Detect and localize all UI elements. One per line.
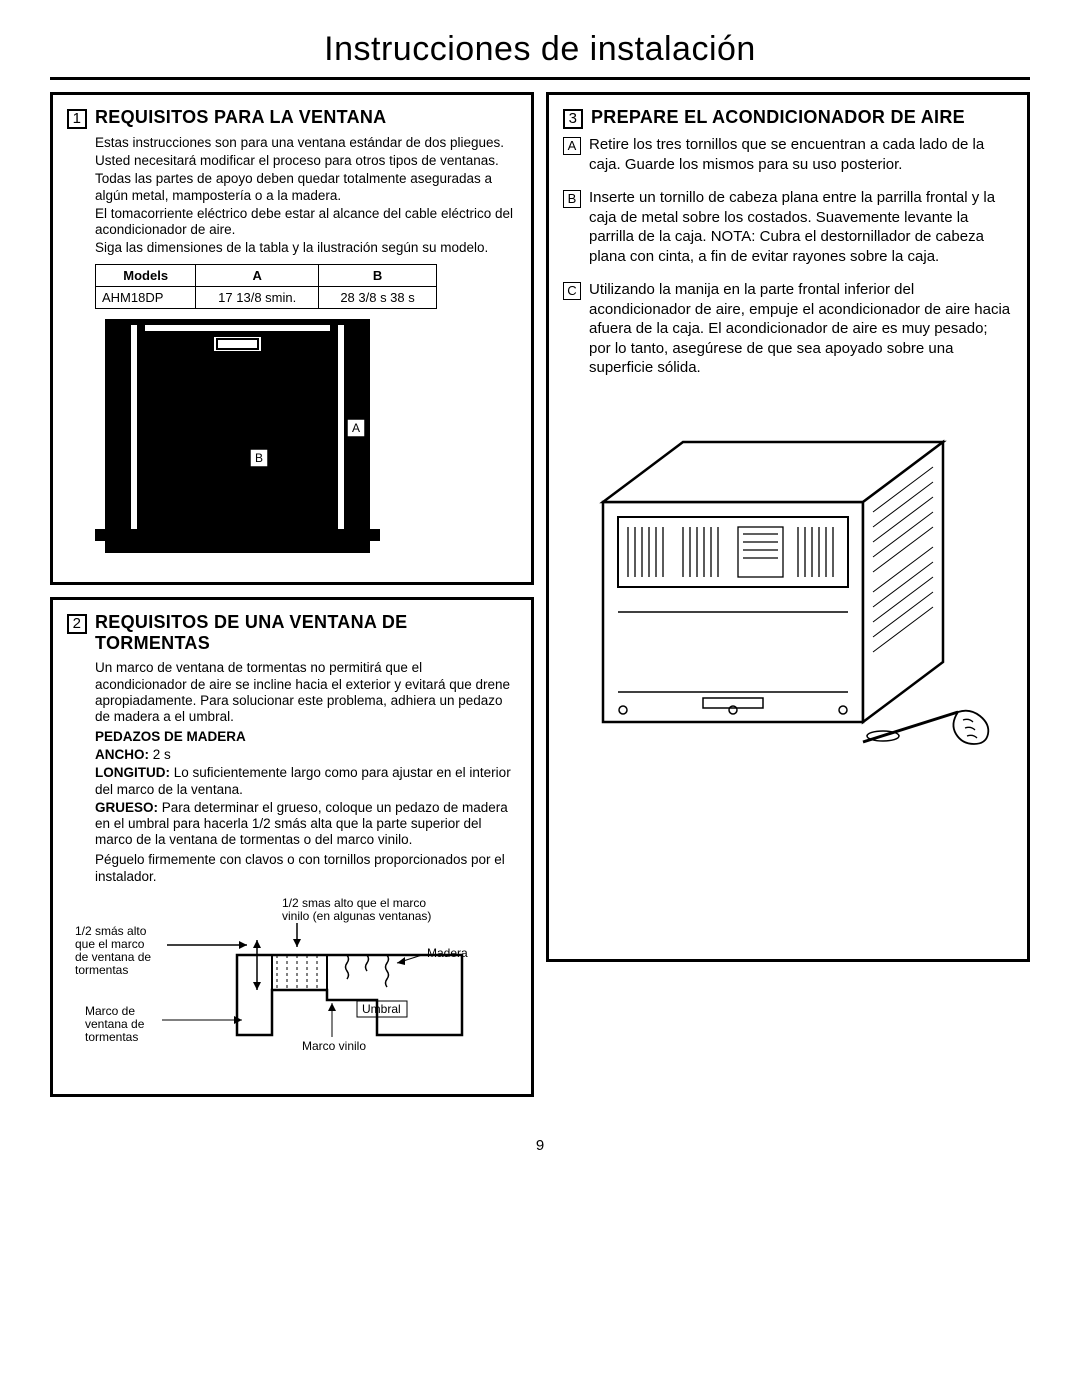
sill-figure: 1/2 smás alto que el marco de ventana de… <box>67 895 517 1080</box>
panel-storm-window: 2 REQUISITOS DE UNA VENTANA DE TORMENTAS… <box>50 597 534 1096</box>
p1-text1: Estas instrucciones son para una ventana… <box>67 135 517 151</box>
svg-text:Marco de ventana: Marco de ventana de tormentas <box>85 1004 148 1044</box>
panel-prepare-ac: 3 PREPARE EL ACONDICIONADOR DE AIRE A Re… <box>546 92 1030 962</box>
th-a: A <box>196 265 319 287</box>
ancho-label: ANCHO: <box>95 747 149 762</box>
p2-text5: Péguelo firmemente con clavos o con torn… <box>67 852 517 884</box>
step-b: B Inserte un tornillo de cabeza plana en… <box>563 188 1013 266</box>
td-b: 28 3/8 s 38 s <box>319 287 437 309</box>
p2-text1: Un marco de ventana de tormentas no perm… <box>67 660 517 725</box>
panel2-heading: REQUISITOS DE UNA VENTANA DE TORMENTAS <box>95 612 517 654</box>
longitud-label: LONGITUD: <box>95 765 170 780</box>
panel1-title: 1 REQUISITOS PARA LA VENTANA <box>67 107 517 129</box>
panel-window-requirements: 1 REQUISITOS PARA LA VENTANA Estas instr… <box>50 92 534 585</box>
svg-text:1/2 smas alto que el marco: 1/2 smas alto que el marco vinilo (en al… <box>282 896 431 923</box>
step-a-text: Retire los tres tornillos que se encuent… <box>589 135 1013 174</box>
p1-text4: El tomacorriente eléctrico debe estar al… <box>67 206 517 238</box>
svg-text:A: A <box>352 421 360 435</box>
th-models: Models <box>96 265 196 287</box>
grueso-label: GRUESO: <box>95 800 158 815</box>
th-b: B <box>319 265 437 287</box>
page-number: 9 <box>50 1137 1030 1154</box>
td-a: 17 13/8 smin. <box>196 287 319 309</box>
letter-a: A <box>563 137 581 155</box>
panel2-title: 2 REQUISITOS DE UNA VENTANA DE TORMENTAS <box>67 612 517 654</box>
svg-text:Madera: Madera <box>427 946 468 960</box>
svg-text:Marco vinilo: Marco vinilo <box>302 1039 366 1053</box>
step-b-text: Inserte un tornillo de cabeza plana entr… <box>589 188 1013 266</box>
step-c-text: Utilizando la manija en la parte frontal… <box>589 280 1013 378</box>
left-column: 1 REQUISITOS PARA LA VENTANA Estas instr… <box>50 92 534 1097</box>
letter-c: C <box>563 282 581 300</box>
ac-unit-figure <box>563 392 1013 777</box>
step-number-1: 1 <box>67 109 87 129</box>
ancho-line: ANCHO: 2 s <box>67 747 517 763</box>
p1-text2: Usted necesitará modificar el proceso pa… <box>67 153 517 169</box>
step-number-2: 2 <box>67 614 87 634</box>
panel3-heading: PREPARE EL ACONDICIONADOR DE AIRE <box>591 107 965 128</box>
ancho-value: 2 s <box>149 747 171 762</box>
page-title: Instrucciones de instalación <box>50 30 1030 69</box>
step-number-3: 3 <box>563 109 583 129</box>
pedazos-label: PEDAZOS DE MADERA <box>67 729 517 745</box>
p1-text5: Siga las dimensiones de la tabla y la il… <box>67 240 517 256</box>
title-rule <box>50 77 1030 80</box>
letter-b: B <box>563 190 581 208</box>
fig-note1: 1/2 smás alto que el marco de ventana de… <box>75 924 154 977</box>
p1-text3: Todas las partes de apoyo deben quedar t… <box>67 171 517 203</box>
right-column: 3 PREPARE EL ACONDICIONADOR DE AIRE A Re… <box>546 92 1030 1097</box>
two-column-layout: 1 REQUISITOS PARA LA VENTANA Estas instr… <box>50 92 1030 1097</box>
longitud-line: LONGITUD: Lo suficientemente largo como … <box>67 765 517 797</box>
panel1-heading: REQUISITOS PARA LA VENTANA <box>95 107 386 128</box>
td-model: AHM18DP <box>96 287 196 309</box>
step-c: C Utilizando la manija en la parte front… <box>563 280 1013 378</box>
step-a: A Retire los tres tornillos que se encue… <box>563 135 1013 174</box>
window-figure: A B <box>95 319 517 564</box>
grueso-line: GRUESO: Para determinar el grueso, coloq… <box>67 800 517 849</box>
panel3-title: 3 PREPARE EL ACONDICIONADOR DE AIRE <box>563 107 1013 129</box>
svg-text:Umbral: Umbral <box>362 1002 401 1016</box>
models-table: Models A B AHM18DP 17 13/8 smin. 28 3/8 … <box>95 264 437 309</box>
svg-text:B: B <box>255 451 263 465</box>
